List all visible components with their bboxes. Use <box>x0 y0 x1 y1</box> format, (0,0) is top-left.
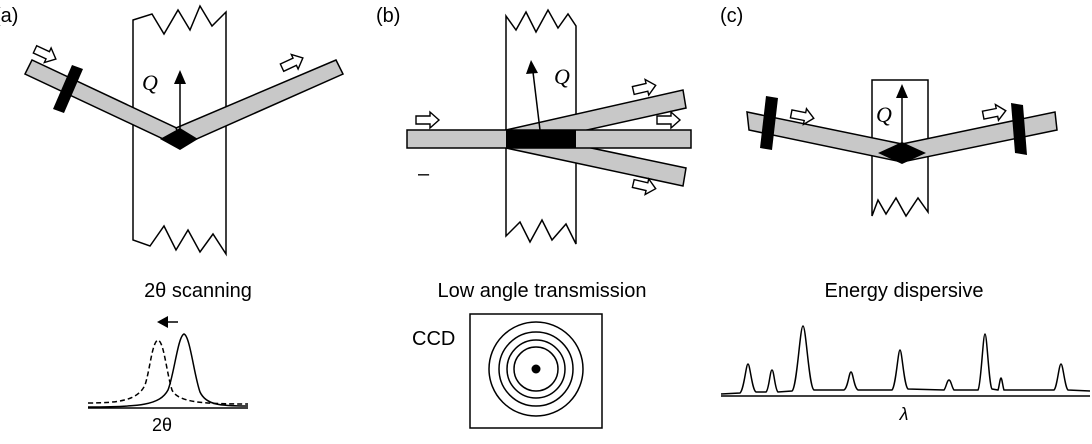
panel-c-diffracted-arrow-icon <box>980 102 1009 124</box>
panel-c-scattering-volume <box>878 142 926 164</box>
panel-c: (c) Q Energy dispersive λ <box>720 5 1091 424</box>
panel-a-shift-arrow-icon <box>157 316 168 328</box>
panel-b-upper-arrow-icon <box>630 76 659 99</box>
panel-a-axis-label: 2θ <box>152 415 172 435</box>
panel-c-entrance-slit <box>760 96 778 150</box>
panel-c-q-label: Q <box>876 102 892 127</box>
panel-b-ccd-detector: CCD <box>412 313 603 429</box>
panel-b: (b) Q – Low angle transmission CCD <box>376 5 692 429</box>
panel-a-original-peak <box>87 333 249 408</box>
panel-a-label: (a) <box>0 5 18 27</box>
panel-a-slit <box>53 65 83 113</box>
panel-b-ring-2 <box>506 339 566 399</box>
panel-a-q-label: Q <box>142 70 158 95</box>
panel-c-exit-slit <box>1011 103 1027 155</box>
panel-a-q-arrowhead-icon <box>174 70 186 84</box>
panel-a-diffracted-arrow-icon <box>277 49 307 76</box>
panel-c-label: (c) <box>720 5 743 27</box>
panel-b-incident-arrow-icon <box>415 111 440 129</box>
panel-b-q-vector <box>532 71 541 131</box>
panel-b-ring-3 <box>498 331 574 407</box>
panel-c-caption: Energy dispersive <box>825 280 984 302</box>
panel-a-peak-plot: 2θ <box>87 316 249 435</box>
panel-b-ring-4 <box>488 321 584 417</box>
panel-a-caption: 2θ scanning <box>144 280 252 302</box>
panel-c-spectrum-trace <box>720 325 1091 395</box>
panel-c-spectrum: λ <box>720 325 1091 424</box>
panel-a: (a) Q 2θ scanning 2θ <box>0 4 345 435</box>
panel-b-caption: Low angle transmission <box>438 280 647 302</box>
panel-b-ring-1 <box>513 346 559 392</box>
panel-a-shifted-peak <box>87 339 249 405</box>
panel-b-direct-beam-spot <box>531 364 541 374</box>
panel-b-q-label: Q <box>554 64 570 89</box>
panel-a-scattering-volume <box>160 128 198 150</box>
panel-b-ccd-label: CCD <box>412 328 455 350</box>
panel-c-axis-label: λ <box>899 404 909 424</box>
panel-b-scattering-volume <box>506 130 576 148</box>
panel-b-dash-mark: – <box>418 163 430 185</box>
panel-b-q-arrowhead-icon <box>526 60 538 74</box>
panel-b-label: (b) <box>376 5 400 27</box>
panel-c-q-arrowhead-icon <box>896 84 908 98</box>
